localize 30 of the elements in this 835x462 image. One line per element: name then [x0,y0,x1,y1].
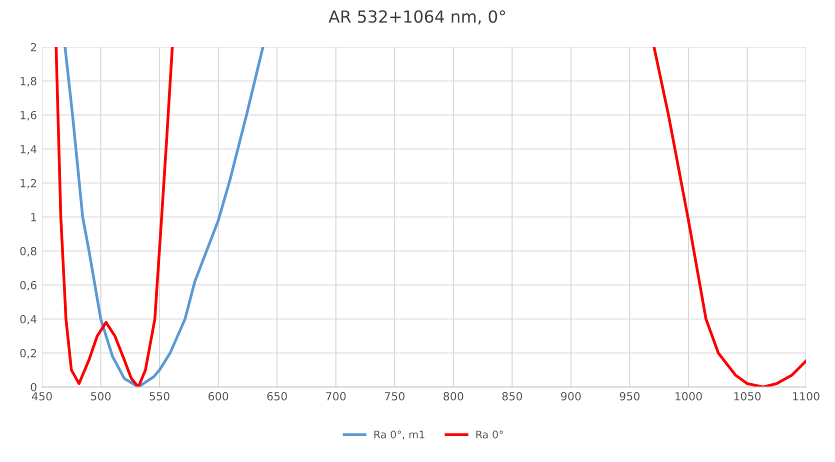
y-tick-label: 0,8 [20,246,36,257]
x-tick-label: 1050 [734,392,761,400]
legend-label: Ra 0°, m1 [374,430,424,440]
y-tick-label: 1,2 [20,178,36,189]
y-tick-label: 1,6 [20,110,36,121]
x-tick-label: 650 [267,392,287,400]
x-tick-label: 850 [502,392,522,400]
x-tick-label: 500 [91,392,111,400]
x-tick-label: 550 [150,392,170,400]
x-tick-label: 1000 [676,392,702,400]
y-tick-label: 1,8 [20,76,36,87]
y-tick-label: 1 [31,213,36,222]
chart-title: AR 532+1064 nm, 0° [328,10,505,25]
y-tick-label: 0,2 [20,348,36,359]
x-tick-label: 800 [444,392,464,400]
x-tick-label: 950 [620,392,640,400]
x-tick-label: 900 [561,392,581,400]
x-tick-label: 450 [32,392,52,400]
x-tick-label: 750 [384,392,404,400]
x-tick-label: 700 [326,392,346,400]
y-tick-label: 2 [30,42,36,52]
y-tick-label: 0 [30,382,36,392]
legend-label: Ra 0° [476,430,503,438]
y-tick-label: 0,6 [20,280,36,291]
line-series [64,47,264,387]
x-tick-label: 1100 [793,392,820,400]
y-tick-label: 0,4 [20,314,37,325]
x-tick-label: 600 [208,392,228,400]
y-tick-label: 1,4 [20,145,37,155]
line-series [54,47,174,387]
